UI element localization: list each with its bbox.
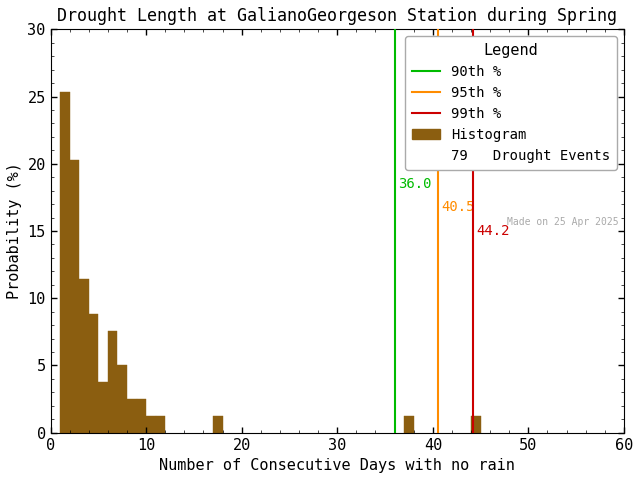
Bar — [471, 416, 481, 432]
Bar — [213, 416, 223, 432]
Bar — [118, 365, 127, 432]
Bar — [89, 313, 99, 432]
Text: 40.5: 40.5 — [442, 200, 475, 214]
Bar — [60, 92, 70, 432]
Text: Made on 25 Apr 2025: Made on 25 Apr 2025 — [507, 217, 618, 227]
Text: 44.2: 44.2 — [477, 224, 510, 238]
Bar — [108, 331, 118, 432]
Bar — [146, 416, 156, 432]
Bar — [99, 382, 108, 432]
X-axis label: Number of Consecutive Days with no rain: Number of Consecutive Days with no rain — [159, 458, 515, 473]
Text: 36.0: 36.0 — [399, 177, 432, 191]
Bar — [70, 160, 79, 432]
Y-axis label: Probability (%): Probability (%) — [7, 163, 22, 300]
Bar — [156, 416, 165, 432]
Bar — [127, 398, 136, 432]
Title: Drought Length at GalianoGeorgeson Station during Spring: Drought Length at GalianoGeorgeson Stati… — [57, 7, 617, 25]
Bar — [404, 416, 413, 432]
Legend: 90th %, 95th %, 99th %, Histogram, 79   Drought Events: 90th %, 95th %, 99th %, Histogram, 79 Dr… — [405, 36, 617, 170]
Bar — [136, 398, 146, 432]
Bar — [79, 279, 89, 432]
